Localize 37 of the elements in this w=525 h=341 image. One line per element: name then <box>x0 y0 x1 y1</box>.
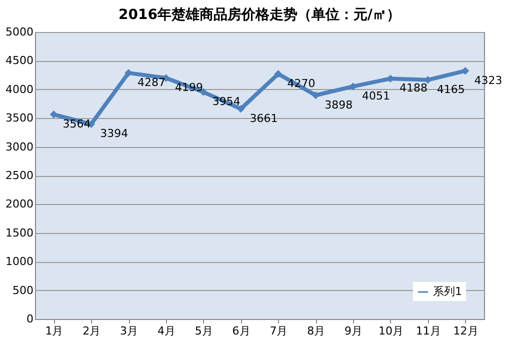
point <box>236 104 245 113</box>
chart-title: 2016年楚雄商品房价格走势（单位：元/㎡） <box>118 6 401 23</box>
y-tick-label: 4500 <box>6 54 34 68</box>
data-label: 4287 <box>138 76 166 89</box>
y-tick-label: 4000 <box>6 82 34 96</box>
data-label: 4051 <box>362 89 390 102</box>
y-tick-label: 2000 <box>6 198 34 211</box>
data-label: 4165 <box>436 82 465 96</box>
x-tick-label: 12月 <box>453 324 478 338</box>
x-tick-label: 6月 <box>232 324 250 338</box>
x-tick-label: 11月 <box>416 324 441 338</box>
x-tick-label: 7月 <box>270 324 288 338</box>
y-tick-label: 1500 <box>6 226 34 240</box>
x-tick-label: 1月 <box>45 324 64 338</box>
legend-label: 系列1 <box>433 285 462 298</box>
y-tick-label: 1000 <box>6 255 34 268</box>
y-tick-label: 2500 <box>6 169 34 182</box>
point <box>312 91 320 100</box>
y-tick-label: 5000 <box>6 26 34 38</box>
x-tick-label: 3月 <box>120 324 138 338</box>
x-tick-label: 5月 <box>194 324 213 338</box>
x-tick-label: 9月 <box>344 324 363 338</box>
data-label: 3394 <box>100 127 128 140</box>
x-tick-label: 10月 <box>378 324 404 338</box>
data-label: 3661 <box>250 112 278 125</box>
x-tick-label: 8月 <box>307 324 326 338</box>
x-tick-label: 4月 <box>157 324 176 338</box>
point <box>274 70 282 78</box>
data-label: 4188 <box>399 82 428 95</box>
data-label: 4199 <box>174 80 203 94</box>
y-tick-label: 3500 <box>6 112 34 125</box>
data-label: 4323 <box>474 74 502 87</box>
x-tick-label: 2月 <box>82 324 101 338</box>
data-label: 3898 <box>324 98 353 112</box>
y-tick-label: 500 <box>12 284 34 297</box>
y-tick-label: 0 <box>26 312 34 326</box>
y-tick-label: 3000 <box>6 140 34 154</box>
